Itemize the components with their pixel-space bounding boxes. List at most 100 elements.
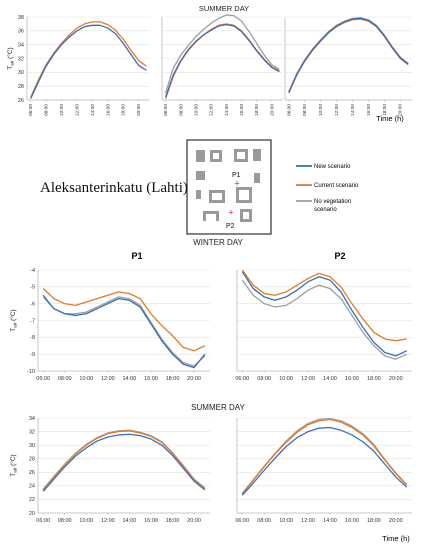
x-tick-label: 20:00 [187,518,201,524]
x-tick-label: 16:00 [366,104,372,116]
y-tick-label: 34 [18,42,24,48]
series-line-current-scenario [42,288,206,352]
x-tick-label: 08:00 [257,518,271,524]
x-tick-label: 18:00 [367,376,381,382]
x-tick-label: 10:00 [279,376,293,382]
x-tick-label: 06:00 [235,376,249,382]
x-tick-label: 10:00 [59,104,65,116]
y-tick-label: 30 [18,70,24,76]
site-map: P1 + P2 + [186,139,272,235]
x-tick-label: 06:00 [286,104,292,116]
series-line-new-scenario [241,426,408,496]
y-tick-label: 34 [29,416,35,422]
series-line-no-vegetation-scenario [42,296,206,367]
y-tick-label: -8 [30,335,35,341]
x-tick-label: 16:00 [144,518,158,524]
summer-top-heading: SUMMER DAY [199,4,249,13]
chart-top-right: 06:00 08:00 10:00 12:00 14:00 16:00 18:00 20:00 [284,16,412,116]
p2-marker-icon: + [228,207,233,217]
x-tick-label: 08:00 [44,104,50,116]
y-tick-label: 30 [29,443,35,449]
chart-summer-p2: 06:00 08:00 10:00 12:00 14:00 16:00 18:00 20:00 [235,417,412,524]
series-line-current-scenario [42,430,206,491]
x-tick-label: 20:00 [389,376,403,382]
x-tick-label: 18:00 [166,518,180,524]
y-tick-label: -4 [30,268,35,274]
location-title: Aleksanterinkatu (Lahti) [40,180,188,196]
map-p2-label: P2 [226,223,235,230]
x-tick-label: 14:00 [123,518,137,524]
x-tick-label: 20:00 [389,518,403,524]
x-tick-label: 06:00 [36,376,50,382]
series-line-new-scenario [42,294,206,369]
chart-winter-p2: 06:00 08:00 10:00 12:00 14:00 16:00 18:00 20:00 [235,269,412,382]
x-tick-label: 12:00 [74,104,80,116]
panel-title-p1: P1 [131,251,142,261]
panel-title-p2: P2 [334,251,345,261]
x-tick-label: 14:00 [323,376,337,382]
y-axis-label: Tair (°C) [6,47,15,69]
series-line-new-scenario [30,24,147,99]
y-tick-label: 32 [29,429,35,435]
series-line-new-scenario [42,433,206,492]
series-line-current-scenario [165,23,280,99]
x-tick-label: 12:00 [209,104,215,116]
winter-heading: WINTER DAY [193,238,243,247]
y-tick-label: 32 [18,56,24,62]
x-tick-label: 08:00 [58,376,72,382]
y-tick-label: 26 [18,98,24,104]
series-line-no-vegetation-scenario [241,279,408,360]
x-tick-label: 18:00 [121,104,127,116]
x-tick-label: 10:00 [193,104,199,116]
p1-marker-icon: + [234,178,239,188]
x-tick-label: 12:00 [301,518,315,524]
x-tick-label: 20:00 [398,104,404,116]
legend: New scenario Current scenario No vegetat… [296,164,359,213]
series-line-current-scenario [241,269,407,342]
x-tick-label: 12:00 [334,104,340,116]
x-tick-label: 06:00 [235,518,249,524]
time-label-top: Time (h) [376,114,404,123]
y-tick-label: -5 [30,285,35,291]
x-tick-label: 08:00 [302,104,308,116]
x-tick-label: 16:00 [239,104,245,116]
x-tick-label: 16:00 [345,376,359,382]
legend-label-new: New scenario [314,164,351,170]
x-tick-label: 20:00 [187,376,201,382]
x-tick-label: 20:00 [136,104,142,116]
x-tick-label: 16:00 [105,104,111,116]
series-line-no-vegetation-scenario [42,429,206,490]
x-tick-label: 08:00 [178,104,184,116]
series-line-new-scenario [288,17,409,93]
series-line-new-scenario [241,271,408,357]
y-tick-label: 22 [29,497,35,503]
x-tick-label: 10:00 [79,518,93,524]
y-tick-label: 28 [29,457,35,463]
x-tick-label: 18:00 [166,376,180,382]
y-tick-label: -6 [30,301,35,307]
time-label-bottom: Time (h) [382,534,410,543]
series-line-no-vegetation-scenario [165,14,280,94]
x-tick-label: 14:00 [350,104,356,116]
y-tick-label: 36 [18,29,24,35]
x-tick-label: 14:00 [224,104,230,116]
y-tick-label: -9 [30,352,35,358]
x-tick-label: 12:00 [101,518,115,524]
x-tick-label: 16:00 [345,518,359,524]
x-tick-label: 08:00 [257,376,271,382]
summer-bottom-heading: SUMMER DAY [191,403,245,412]
x-tick-label: 18:00 [367,518,381,524]
series-line-current-scenario [30,21,147,98]
x-tick-label: 06:00 [36,518,50,524]
x-tick-label: 14:00 [323,518,337,524]
y-tick-label: 20 [29,511,35,517]
x-tick-label: 18:00 [382,104,388,116]
y-tick-label: 38 [18,15,24,21]
x-tick-label: 06:00 [163,104,169,116]
y-tick-label: -7 [30,318,35,324]
x-tick-label: 06:00 [28,104,34,116]
x-tick-label: 14:00 [123,376,137,382]
legend-label-novegetation: No vegetation scenario [314,199,353,213]
